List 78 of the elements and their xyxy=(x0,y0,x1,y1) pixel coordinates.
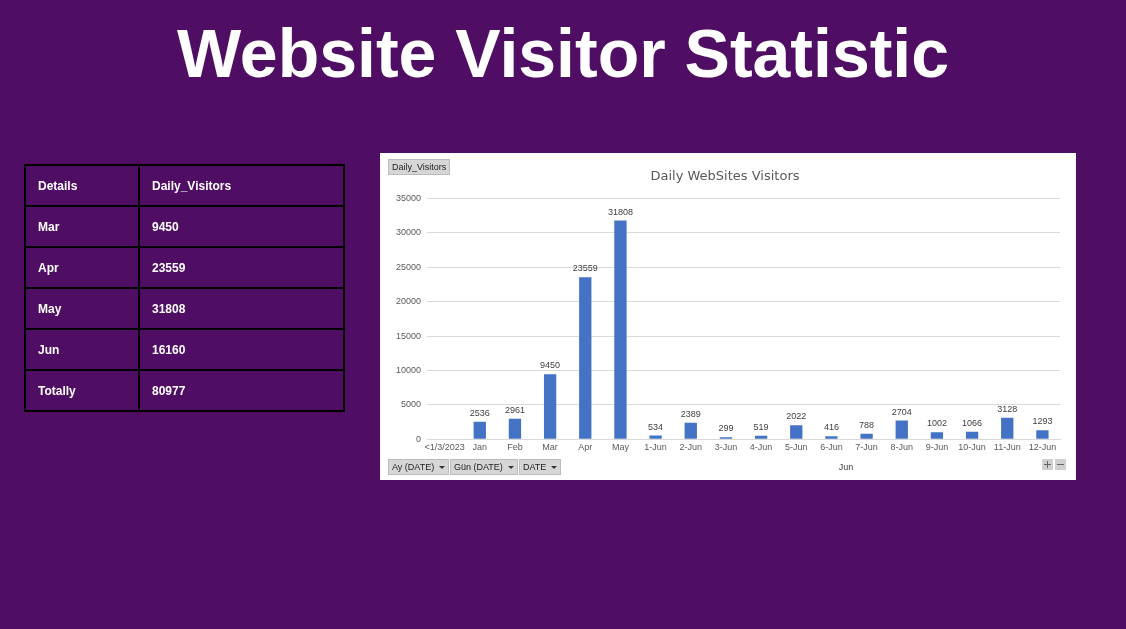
x-tick-label: 2-Jun xyxy=(679,442,703,453)
data-label: 299 xyxy=(718,423,734,434)
x-tick-label: 11-Jun xyxy=(993,442,1021,453)
x-tick-label: <1/3/2023 xyxy=(424,442,465,453)
data-label: 2022 xyxy=(786,411,807,422)
data-label: 788 xyxy=(859,419,875,430)
data-label: 2536 xyxy=(469,407,490,418)
text: Jun xyxy=(838,462,854,473)
data-label: 3128 xyxy=(997,403,1018,414)
x-tick-label: Apr xyxy=(578,442,593,453)
bar xyxy=(614,220,627,439)
bar xyxy=(754,435,768,439)
bar xyxy=(930,432,944,439)
bar xyxy=(1001,417,1014,439)
x-tick-label: 4-Jun xyxy=(749,442,773,453)
x-tick-label: 5-Jun xyxy=(785,442,808,453)
text: May xyxy=(25,288,139,329)
x-tick-label: Mar xyxy=(542,442,558,453)
data-label: 2389 xyxy=(680,408,701,419)
data-label: 2704 xyxy=(891,406,912,417)
y-tick-label: 25000 xyxy=(396,261,422,272)
data-label: 1066 xyxy=(962,417,983,428)
x-tick-label: 10-Jun xyxy=(958,442,986,453)
text: Mar xyxy=(25,206,139,247)
y-tick-label: 5000 xyxy=(401,399,422,410)
x-tick-label: Feb xyxy=(507,442,523,453)
y-tick-label: 10000 xyxy=(396,364,422,375)
text: Daily_Visitors xyxy=(139,165,344,206)
text: Details xyxy=(25,165,139,206)
bar xyxy=(965,431,979,439)
bar xyxy=(473,421,486,439)
x-tick-label: 8-Jun xyxy=(890,442,914,453)
y-tick-label: 15000 xyxy=(396,330,422,341)
text: Jun xyxy=(25,329,139,370)
text: Apr xyxy=(25,247,139,288)
bar xyxy=(649,435,662,439)
x-tick-label: 1-Jun xyxy=(644,442,667,453)
bar xyxy=(825,436,838,439)
text: Daily_Visitors xyxy=(392,162,447,172)
data-label: 416 xyxy=(823,422,839,433)
data-label: 9450 xyxy=(540,360,561,371)
data-label: 534 xyxy=(648,421,664,432)
text: Totally xyxy=(25,370,139,411)
bar xyxy=(579,277,592,439)
bar xyxy=(860,433,873,439)
text: 16160 xyxy=(139,329,344,370)
text: Website Visitor Statistic xyxy=(175,14,951,92)
bar xyxy=(895,420,908,439)
data-label: 1293 xyxy=(1032,416,1053,427)
text: 31808 xyxy=(139,288,344,329)
data-label: 2961 xyxy=(504,404,525,415)
data-label: 23559 xyxy=(572,263,598,274)
x-tick-label: 12-Jun xyxy=(1028,442,1057,453)
y-tick-label: 30000 xyxy=(396,227,422,238)
bar xyxy=(790,425,803,439)
bar xyxy=(1036,430,1049,439)
x-tick-label: May xyxy=(611,442,630,453)
x-tick-label: 9-Jun xyxy=(925,442,949,453)
x-tick-label: 3-Jun xyxy=(714,442,738,453)
bar xyxy=(684,422,697,439)
text: Gün (DATE) xyxy=(454,462,503,472)
y-tick-label: 0 xyxy=(416,433,422,444)
x-tick-label: 7-Jun xyxy=(855,442,878,453)
text: 9450 xyxy=(139,206,344,247)
y-tick-label: 35000 xyxy=(396,193,422,204)
data-label: 1002 xyxy=(926,418,947,429)
text: Ay (DATE) xyxy=(392,462,435,472)
data-label: 31808 xyxy=(607,206,633,217)
data-label: 519 xyxy=(753,421,769,432)
text: 23559 xyxy=(139,247,344,288)
bar xyxy=(543,374,557,439)
y-tick-label: 20000 xyxy=(396,296,422,307)
x-tick-label: 6-Jun xyxy=(820,442,843,453)
bar xyxy=(508,418,522,439)
x-tick-label: Jan xyxy=(472,442,488,453)
text: 80977 xyxy=(139,370,344,411)
text: DATE xyxy=(523,462,547,472)
chart-title: Daily WebSites Visitors xyxy=(650,168,800,184)
